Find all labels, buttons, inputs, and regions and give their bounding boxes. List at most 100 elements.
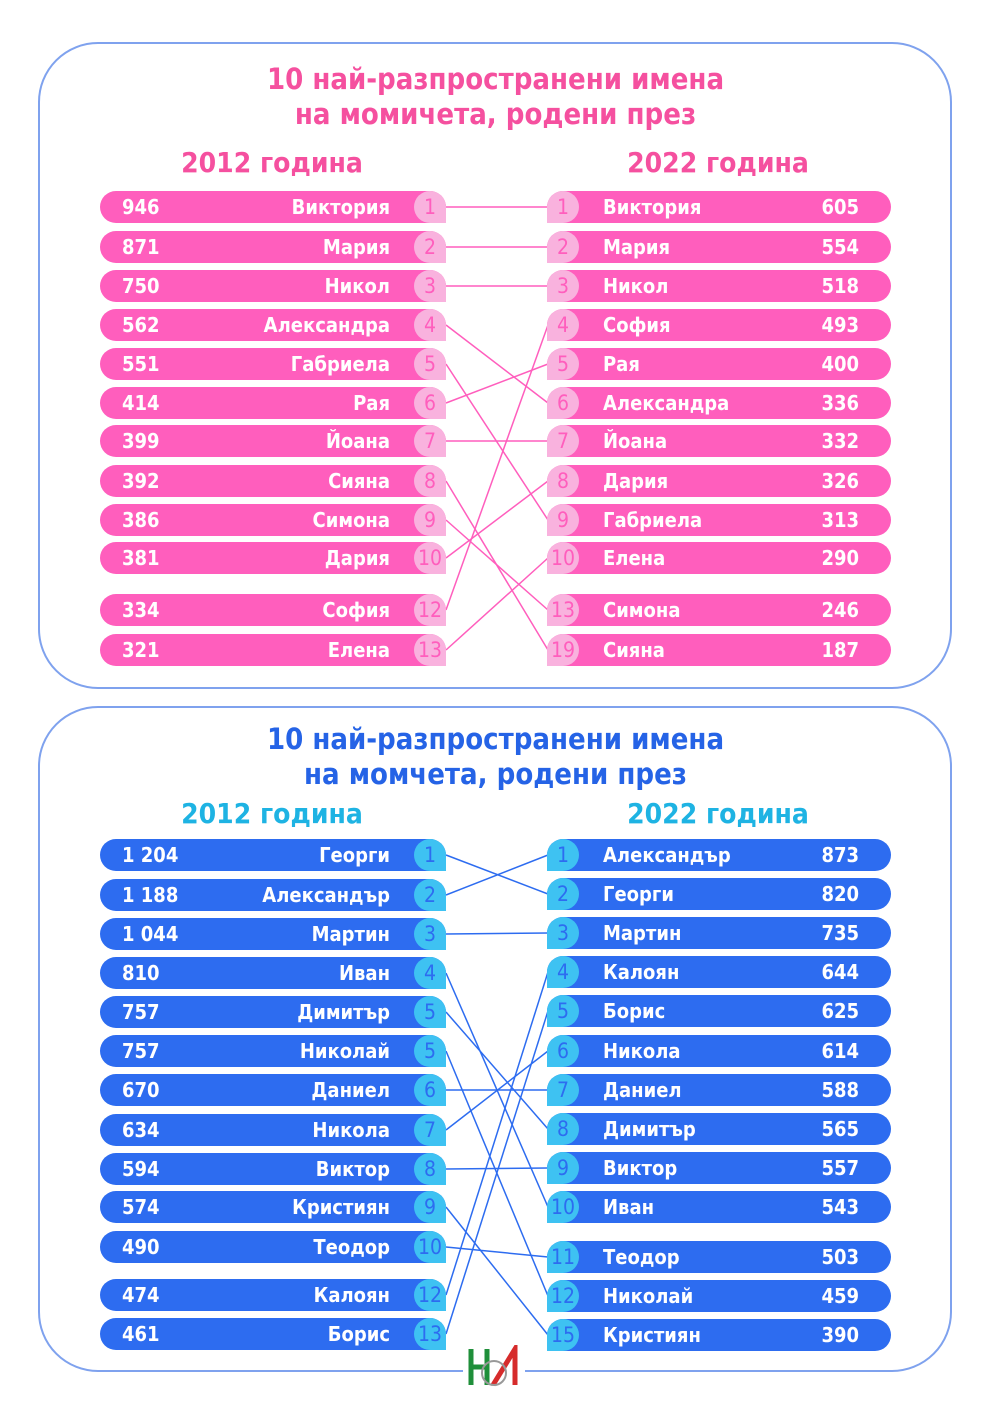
rank-badge: 13 [414,1318,446,1350]
name: София [603,313,671,337]
rank-badge: 12 [547,1280,579,1312]
rank-badge: 1 [547,839,579,871]
rank-change-line [445,1167,549,1170]
rank-badge: 8 [547,465,579,497]
name: Кристиян [603,1323,701,1347]
boys-2022-row: 6 Никола 614 [547,1035,891,1067]
rank-badge: 10 [414,542,446,574]
boys-2022-row: 11 Теодор 503 [547,1241,891,1273]
rank-badge: 5 [547,348,579,380]
name: Георги [603,882,674,906]
rank-badge: 4 [414,309,446,341]
count: 1 188 [122,883,179,907]
count: 871 [122,235,160,259]
count: 605 [821,195,859,219]
count: 246 [821,598,859,622]
count: 493 [821,313,859,337]
rank-badge: 5 [414,1035,446,1067]
name: Сияна [328,469,390,493]
count: 386 [122,508,160,532]
count: 750 [122,274,160,298]
boys-2012-row: 594 Виктор 8 [100,1153,446,1185]
girls-2022-row: 1 Виктория 605 [547,191,891,223]
rank-badge: 19 [547,634,579,666]
name: Елена [603,546,666,570]
name: Теодор [603,1245,680,1269]
girls-2022-row: 6 Александра 336 [547,387,891,419]
rank-badge: 2 [547,231,579,263]
boys-2022-row: 1 Александър 873 [547,839,891,871]
rank-badge: 3 [547,270,579,302]
rank-badge: 5 [414,996,446,1028]
girls-2022-row: 2 Мария 554 [547,231,891,263]
count: 290 [821,546,859,570]
rank-badge: 9 [547,1152,579,1184]
name: Калоян [313,1283,390,1307]
count: 399 [122,429,160,453]
count: 554 [821,235,859,259]
name: Никола [312,1118,390,1142]
boys-right-year: 2022 година [627,797,809,830]
name: Виктория [603,195,702,219]
boys-2012-row: 1 044 Мартин 3 [100,918,446,950]
name: Рая [603,352,640,376]
boys-2022-row: 2 Георги 820 [547,878,891,910]
rank-badge: 1 [547,191,579,223]
count: 820 [821,882,859,906]
rank-change-line [445,324,549,404]
count: 1 204 [122,843,179,867]
count: 644 [821,960,859,984]
girls-2012-row: 381 Дария 10 [100,542,446,574]
name: Йоана [603,429,668,453]
count: 565 [821,1117,859,1141]
girls-2012-row: 562 Александра 4 [100,309,446,341]
boys-2012-row: 461 Борис 13 [100,1318,446,1350]
rank-change-line [445,971,549,1296]
girls-2012-row: 334 София 12 [100,594,446,626]
count: 551 [122,352,160,376]
name: Кристиян [292,1195,390,1219]
count: 557 [821,1156,859,1180]
girls-2012-row: 392 Сияна 8 [100,465,446,497]
rank-badge: 7 [547,425,579,457]
name: Георги [319,843,390,867]
girls-2012-row: 551 Габриела 5 [100,348,446,380]
girls-2022-row: 10 Елена 290 [547,542,891,574]
count: 588 [821,1078,859,1102]
rank-badge: 3 [547,917,579,949]
count: 326 [821,469,859,493]
count: 459 [821,1284,859,1308]
name: Мартин [311,922,390,946]
name: Александра [603,391,730,415]
girls-title-line1: 10 най-разпространени имена [266,62,725,96]
name: Никол [324,274,390,298]
rank-badge: 9 [414,1191,446,1223]
count: 562 [122,313,160,337]
girls-2022-row: 8 Дария 326 [547,465,891,497]
rank-badge: 11 [547,1241,579,1273]
name: Мартин [603,921,682,945]
boys-2022-row: 5 Борис 625 [547,995,891,1027]
boys-2012-row: 757 Димитър 5 [100,996,446,1028]
name: Теодор [313,1235,390,1259]
rank-change-line [445,854,549,896]
count: 757 [122,1039,160,1063]
boys-2022-row: 9 Виктор 557 [547,1152,891,1184]
count: 503 [821,1245,859,1269]
rank-badge: 10 [414,1231,446,1263]
girls-2012-row: 399 Йоана 7 [100,425,446,457]
rank-badge: 6 [414,387,446,419]
name: Габриела [603,508,703,532]
girls-2022-row: 7 Йоана 332 [547,425,891,457]
name: Борис [603,999,666,1023]
name: Елена [327,638,390,662]
boys-2012-row: 490 Теодор 10 [100,1231,446,1263]
count: 490 [122,1235,160,1259]
boys-2022-row: 4 Калоян 644 [547,956,891,988]
boys-title-line1: 10 най-разпространени имена [266,722,725,756]
count: 625 [821,999,859,1023]
count: 518 [821,274,859,298]
rank-change-line [445,480,549,559]
count: 336 [821,391,859,415]
